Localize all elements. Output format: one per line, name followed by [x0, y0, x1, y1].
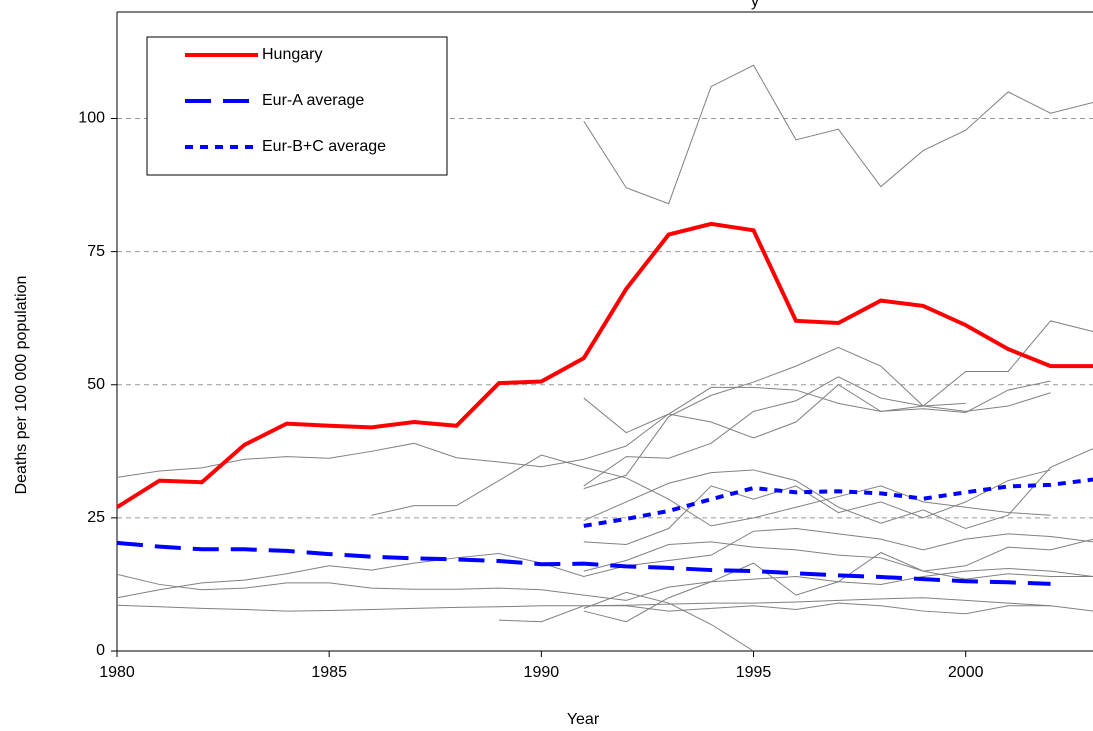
- y-axis-label: Deaths per 100 000 population: [13, 276, 30, 495]
- series-line: [583, 477, 1093, 528]
- legend-label: Eur-B+C average: [262, 138, 386, 155]
- series-line: [116, 540, 1051, 586]
- series-line: [116, 597, 1093, 612]
- x-tick-label: 1990: [524, 664, 560, 681]
- x-tick-label: 1985: [311, 664, 347, 681]
- x-tick-label: 1980: [99, 664, 135, 681]
- series-line: [583, 551, 1093, 623]
- y-tick-label: 100: [78, 110, 105, 127]
- series-line: [116, 528, 1093, 599]
- legend-label: Hungary: [262, 46, 322, 63]
- chart-title: y: [751, 0, 759, 10]
- series-line: [583, 64, 1093, 205]
- series-line: [116, 567, 1093, 601]
- series-line: [116, 380, 1051, 478]
- series-line: [498, 602, 1051, 623]
- series-line: [371, 454, 1051, 527]
- x-tick-label: 1995: [736, 664, 772, 681]
- x-axis-label: Year: [567, 711, 600, 728]
- series-line: [583, 376, 1051, 487]
- series-line: [115, 221, 1093, 509]
- x-tick-label: 2000: [948, 664, 984, 681]
- y-tick-label: 75: [87, 243, 105, 260]
- series-line: [583, 320, 1093, 490]
- series-line: [583, 538, 1093, 572]
- series-line: [583, 448, 1093, 530]
- series-line: [583, 469, 1051, 546]
- y-tick-label: 0: [96, 642, 105, 659]
- series-line: [583, 591, 754, 652]
- y-tick-label: 50: [87, 376, 105, 393]
- legend-label: Eur-A average: [262, 92, 364, 109]
- y-tick-label: 25: [87, 509, 105, 526]
- series-line: [583, 384, 966, 439]
- legend-box: [146, 36, 448, 176]
